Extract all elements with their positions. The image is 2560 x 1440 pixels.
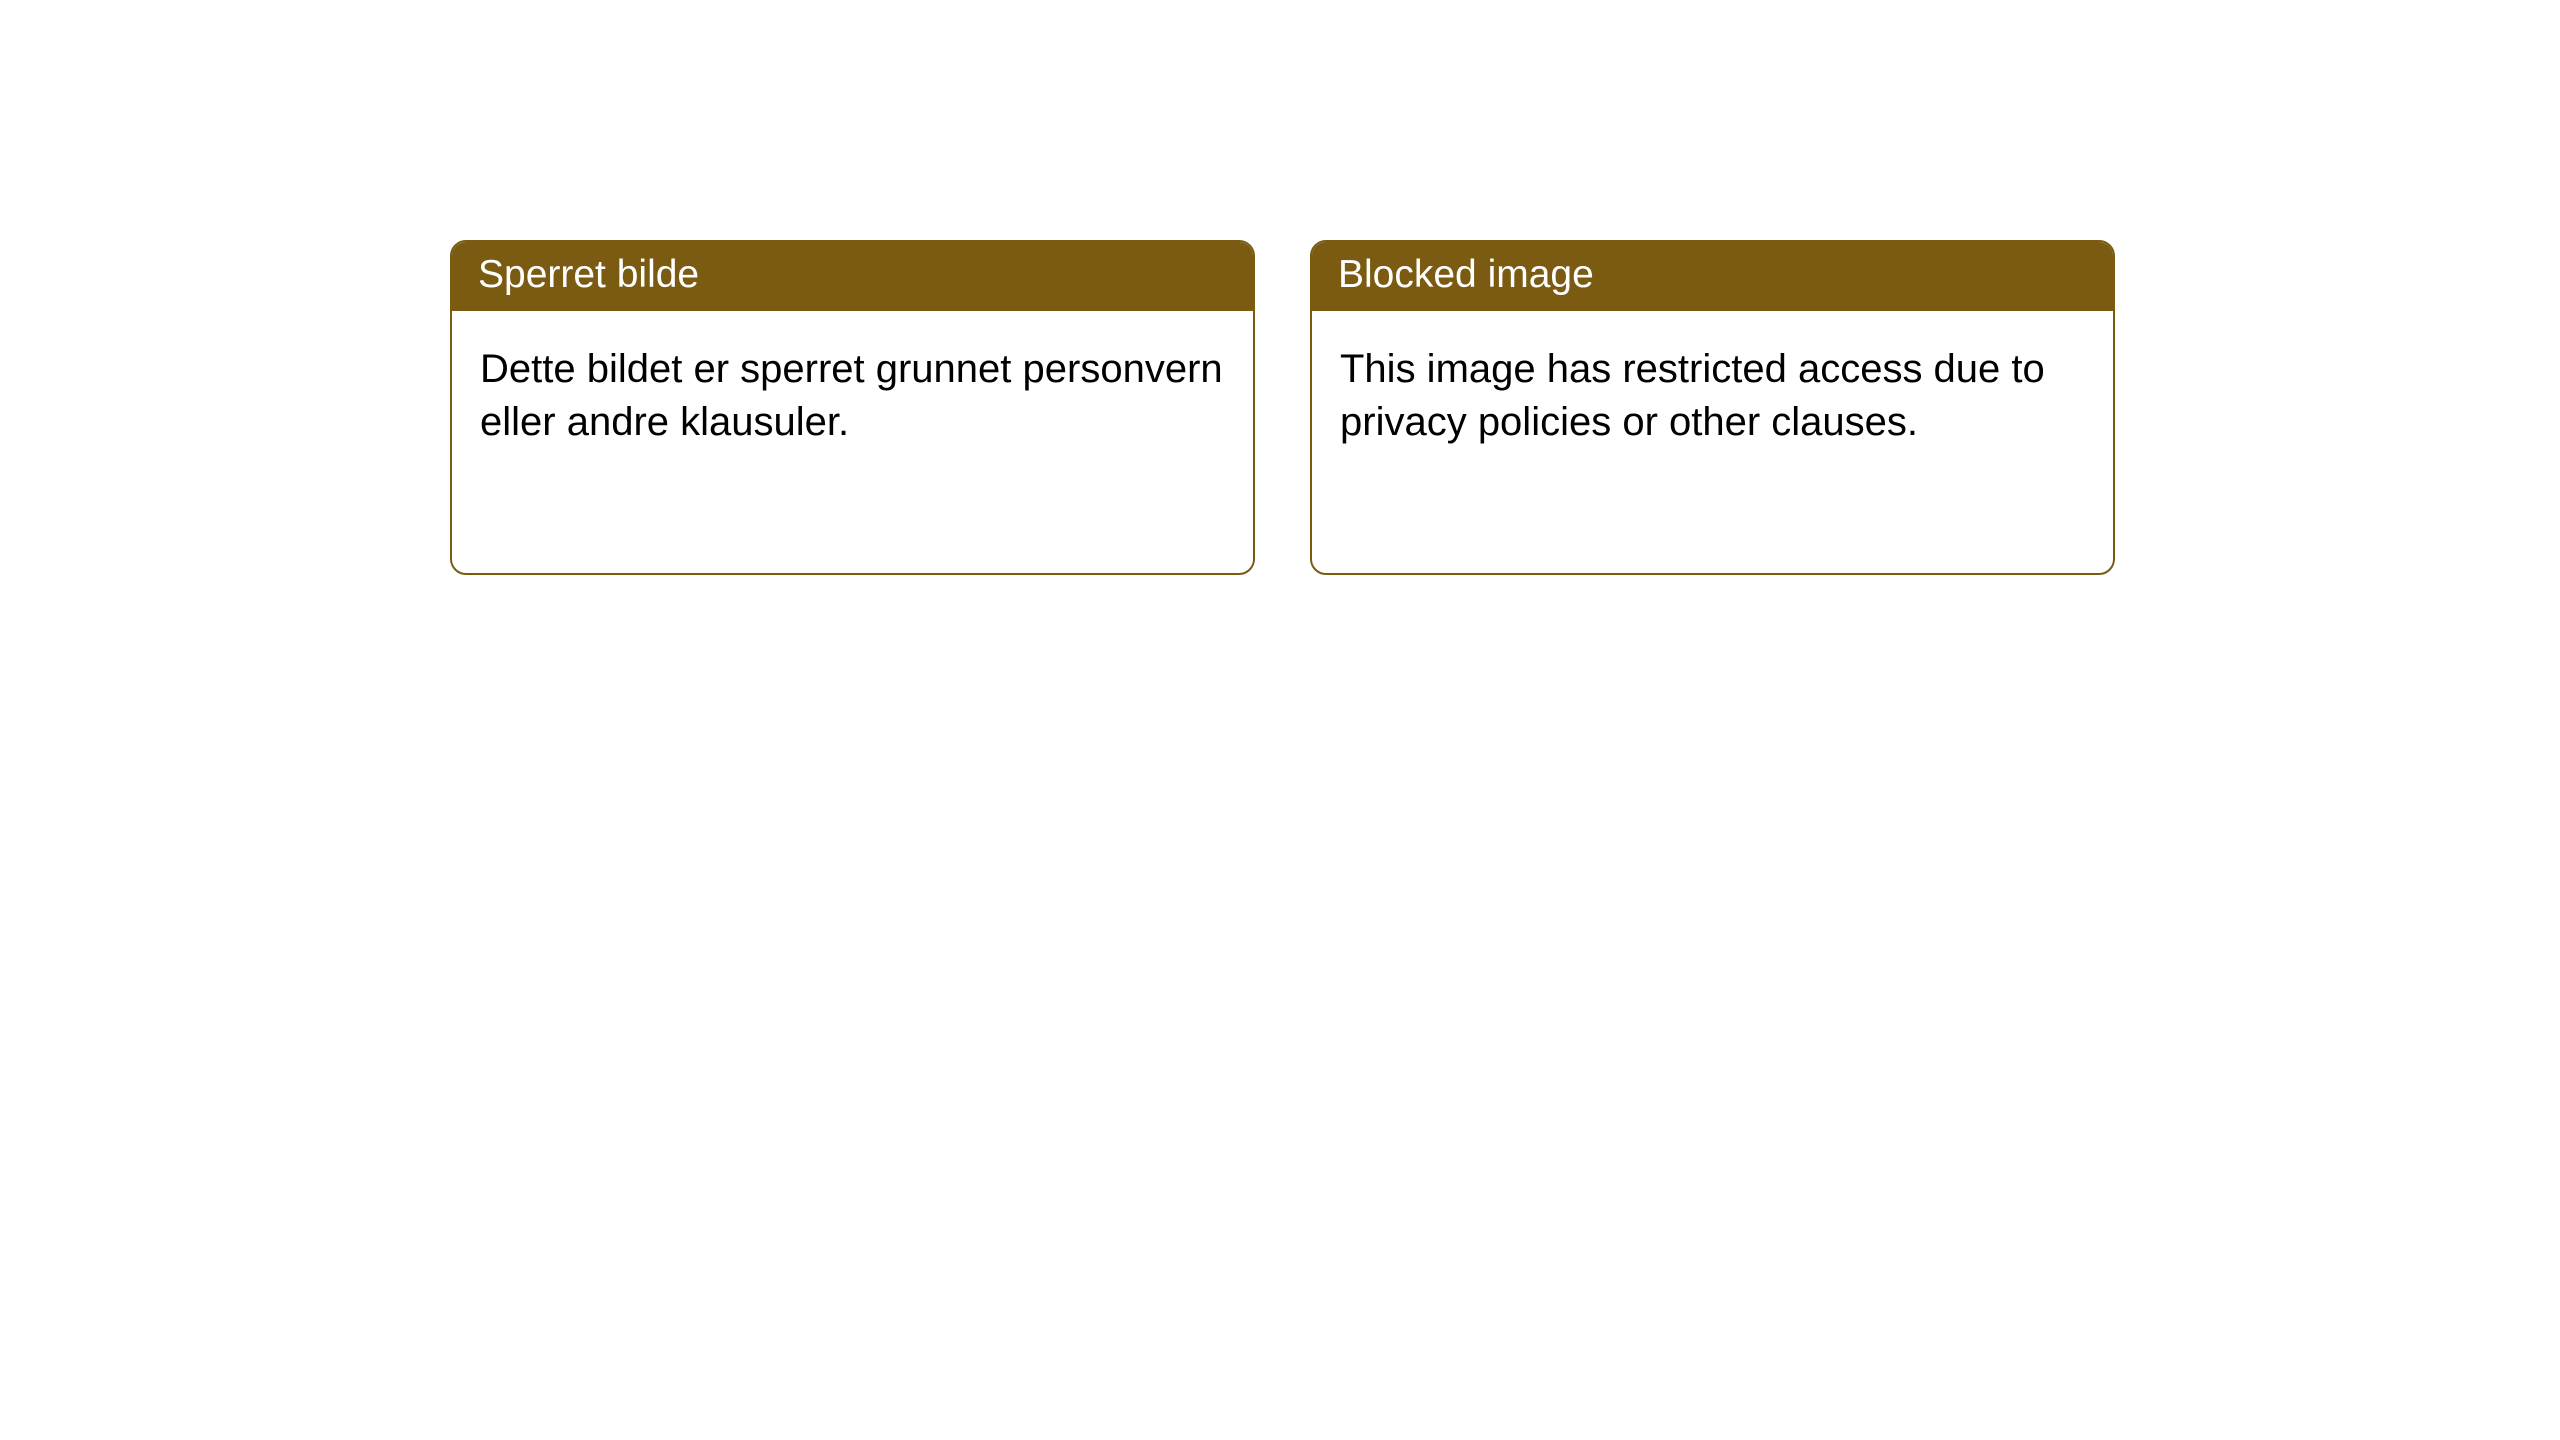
card-body-norwegian: Dette bildet er sperret grunnet personve…	[452, 311, 1253, 481]
notice-container: Sperret bilde Dette bildet er sperret gr…	[0, 0, 2560, 575]
blocked-image-card-norwegian: Sperret bilde Dette bildet er sperret gr…	[450, 240, 1255, 575]
card-body-english: This image has restricted access due to …	[1312, 311, 2113, 481]
blocked-image-card-english: Blocked image This image has restricted …	[1310, 240, 2115, 575]
card-header-english: Blocked image	[1312, 242, 2113, 311]
card-header-norwegian: Sperret bilde	[452, 242, 1253, 311]
